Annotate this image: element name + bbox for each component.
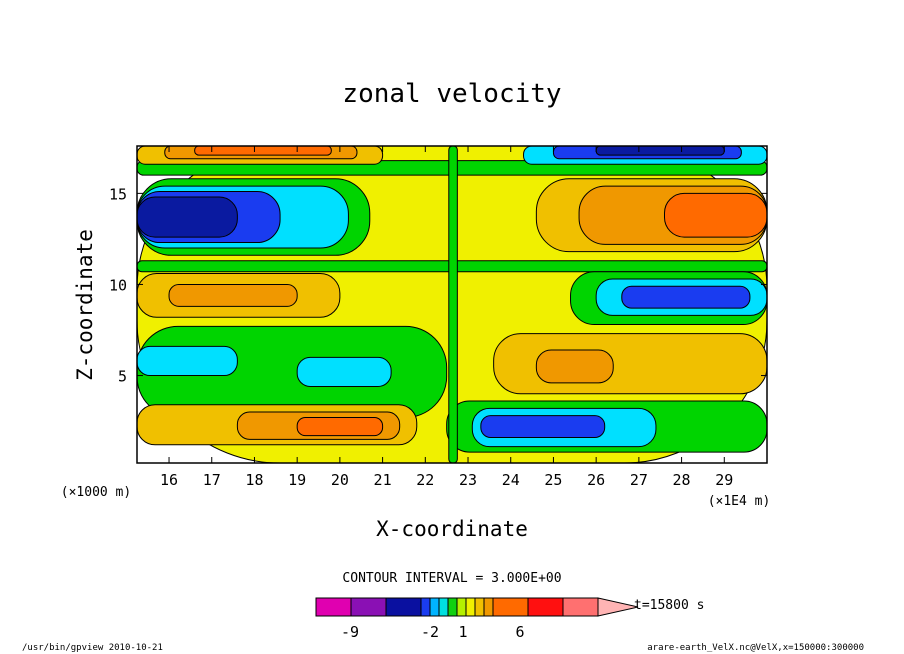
y-tick-label: 15 [109, 185, 127, 203]
colorbar-swatch [315, 597, 352, 617]
contour-region-dark_blue [595, 146, 725, 156]
contour-region-dark_blue [137, 196, 238, 238]
contour-interval-note: CONTOUR INTERVAL = 3.000E+00 [342, 571, 561, 586]
x-tick-label: 27 [630, 471, 648, 489]
contour-region-blue [621, 285, 751, 309]
colorbar-tick-label: 6 [515, 623, 524, 641]
time-label: t=15800 s [634, 598, 704, 613]
y-tick-label: 5 [118, 368, 127, 386]
contour-region-green [448, 146, 458, 463]
colorbar-swatch [562, 597, 599, 617]
footer-left: /usr/bin/gpview 2010-10-21 [22, 643, 163, 653]
footer-right: arare-earth_VelX.nc@VelX,x=150000:300000 [647, 643, 864, 653]
x-axis: 16 17 18 19 20 21 22 23 24 25 26 27 28 29 [160, 146, 733, 489]
colorbar-swatch [350, 597, 387, 617]
colorbar-extension-arrow [597, 597, 639, 617]
contour-region-orange [168, 283, 298, 307]
contour-region-dark_orange [296, 416, 384, 437]
contour-region-blue [480, 415, 606, 438]
x-tick-label: 19 [288, 471, 306, 489]
colorbar-tick-label: 1 [458, 623, 467, 641]
colorbar-swatch [456, 597, 467, 617]
colorbar-swatch [492, 597, 529, 617]
y-tick-label: 10 [109, 276, 127, 294]
colorbar-swatch [429, 597, 440, 617]
colorbar-tick-label: -9 [341, 623, 359, 641]
plot-frame [136, 145, 768, 464]
contour-region-light_orange [493, 333, 767, 395]
contour-region-dark_orange [194, 146, 332, 156]
colorbar-swatch [438, 597, 449, 617]
x-tick-label: 28 [673, 471, 691, 489]
contour-region-orange [535, 349, 614, 384]
x-tick-label: 29 [715, 471, 733, 489]
x-unit-left: (×1000 m) [61, 485, 131, 500]
x-axis-title: X-coordinate [376, 517, 528, 541]
x-tick-label: 18 [245, 471, 263, 489]
colorbar-swatch [465, 597, 476, 617]
colorbar-swatch [420, 597, 431, 617]
colorbar-tick-labels: -9 -2 1 6 [341, 623, 525, 641]
chart-title: zonal velocity [342, 79, 561, 109]
colorbar-swatch [527, 597, 564, 617]
x-tick-label: 25 [544, 471, 562, 489]
colorbar-swatch [483, 597, 494, 617]
x-tick-label: 16 [160, 471, 178, 489]
colorbar-swatch [447, 597, 458, 617]
x-tick-label: 20 [331, 471, 349, 489]
colorbar-swatch [474, 597, 485, 617]
y-axis-title: Z-coordinate [73, 229, 97, 381]
y-axis: 5 10 15 [109, 185, 767, 386]
colorbar-swatch [385, 597, 422, 617]
x-tick-label: 24 [502, 471, 520, 489]
x-tick-label: 26 [587, 471, 605, 489]
contour-field [137, 146, 767, 463]
x-tick-label: 17 [203, 471, 221, 489]
contour-region-dark_orange [663, 192, 767, 238]
x-tick-label: 21 [374, 471, 392, 489]
x-tick-label: 23 [459, 471, 477, 489]
colorbar [315, 597, 639, 617]
contour-region-cyan [296, 356, 392, 387]
x-tick-label: 22 [416, 471, 434, 489]
colorbar-tick-label: -2 [421, 623, 439, 641]
x-unit-right: (×1E4 m) [708, 494, 771, 509]
contour-region-cyan [137, 345, 238, 377]
